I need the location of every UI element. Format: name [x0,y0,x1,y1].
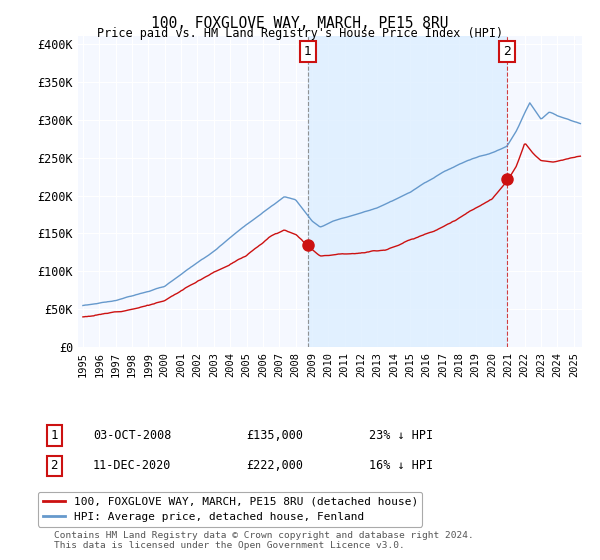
Text: £135,000: £135,000 [246,429,303,442]
Text: 16% ↓ HPI: 16% ↓ HPI [369,459,433,473]
Legend: 100, FOXGLOVE WAY, MARCH, PE15 8RU (detached house), HPI: Average price, detache: 100, FOXGLOVE WAY, MARCH, PE15 8RU (deta… [38,492,422,526]
Text: £222,000: £222,000 [246,459,303,473]
Bar [308,36,507,347]
Text: 23% ↓ HPI: 23% ↓ HPI [369,429,433,442]
Text: 1: 1 [304,45,312,58]
Text: 11-DEC-2020: 11-DEC-2020 [93,459,172,473]
Text: 2: 2 [50,459,58,473]
Text: 1: 1 [50,429,58,442]
Text: 100, FOXGLOVE WAY, MARCH, PE15 8RU: 100, FOXGLOVE WAY, MARCH, PE15 8RU [151,16,449,31]
Text: 03-OCT-2008: 03-OCT-2008 [93,429,172,442]
Text: Contains HM Land Registry data © Crown copyright and database right 2024.
This d: Contains HM Land Registry data © Crown c… [54,530,474,550]
Text: 2: 2 [503,45,511,58]
Text: Price paid vs. HM Land Registry's House Price Index (HPI): Price paid vs. HM Land Registry's House … [97,27,503,40]
